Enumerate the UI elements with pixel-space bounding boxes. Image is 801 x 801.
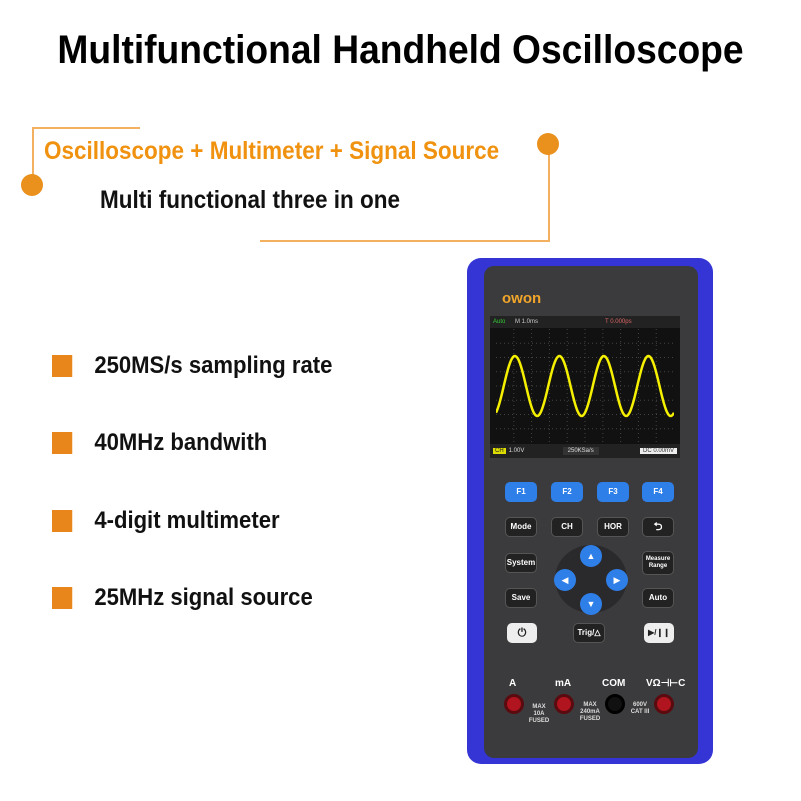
a-warning: MAX 10A FUSED [528, 704, 550, 724]
jack-label-v: VΩ⊣⊢C [646, 678, 686, 689]
sine-waveform [496, 354, 674, 418]
system-button[interactable]: System [505, 553, 537, 573]
run-stop-button[interactable]: ▶/❙❙ [644, 623, 674, 643]
subtitle: Oscilloscope + Multimeter + Signal Sourc… [44, 137, 500, 165]
screen-top-bar: Auto M 1.0ms T 0.000ps [490, 316, 680, 328]
save-button[interactable]: Save [505, 588, 537, 608]
trigger-label: DC 0.00mV [639, 448, 677, 454]
ma-jack[interactable] [554, 694, 574, 714]
waveform-display [496, 329, 674, 443]
right-arrow-button[interactable]: ▶ [606, 569, 628, 591]
f1-button[interactable]: F1 [505, 482, 537, 502]
divider [32, 127, 34, 182]
volts-label: 1.00V [508, 448, 525, 454]
bullet-icon [52, 510, 73, 532]
divider [32, 127, 140, 129]
divider [548, 146, 550, 241]
feature-text: 4-digit multimeter [94, 507, 280, 534]
brand-logo: owon [502, 290, 542, 307]
f4-button[interactable]: F4 [642, 482, 674, 502]
a-jack[interactable] [504, 694, 524, 714]
tagline: Multi functional three in one [100, 186, 400, 214]
feature-item: 250MS/s sampling rate [52, 352, 332, 380]
feature-text: 250MS/s sampling rate [94, 352, 333, 379]
trigger-time-label: T 0.000ps [605, 319, 632, 325]
decor-dot [21, 174, 43, 196]
screen-bottom-bar: CH 1.00V 250KSa/s DC 0.00mV [490, 444, 680, 458]
com-warning: 600V CAT III [630, 702, 650, 715]
hor-button[interactable]: HOR [597, 517, 629, 537]
auto-button[interactable]: Auto [642, 588, 674, 608]
power-button[interactable]: ⏻ [507, 623, 537, 643]
decor-dot [537, 133, 559, 155]
page-title: Multifunctional Handheld Oscilloscope [57, 28, 744, 72]
bullet-icon [52, 587, 73, 609]
divider [260, 240, 550, 242]
mode-label: Auto [493, 319, 506, 325]
v-jack[interactable] [654, 694, 674, 714]
ma-warning: MAX 240mA FUSED [579, 702, 601, 722]
mode-button[interactable]: Mode [505, 517, 537, 537]
measure-range-button[interactable]: Measure Range [642, 551, 674, 575]
channel-badge: CH [493, 448, 506, 454]
feature-text: 25MHz signal source [94, 584, 313, 611]
feature-item: 40MHz bandwith [52, 429, 267, 457]
feature-item: 25MHz signal source [52, 584, 313, 612]
feature-text: 40MHz bandwith [94, 429, 268, 456]
timebase-label: M 1.0ms [515, 319, 539, 325]
f3-button[interactable]: F3 [597, 482, 629, 502]
jack-label-com: COM [602, 678, 626, 689]
bullet-icon [52, 355, 73, 377]
jack-label-ma: mA [555, 678, 572, 689]
jack-label-a: A [509, 678, 517, 689]
left-arrow-button[interactable]: ◀ [554, 569, 576, 591]
down-arrow-button[interactable]: ▼ [580, 593, 602, 615]
com-jack[interactable] [605, 694, 625, 714]
device-screen: Auto M 1.0ms T 0.000ps CH 1.00V 250KSa/s… [490, 316, 680, 458]
bullet-icon [52, 432, 73, 454]
sample-rate-label: 250KSa/s [562, 447, 599, 455]
feature-item: 4-digit multimeter [52, 507, 280, 535]
f2-button[interactable]: F2 [551, 482, 583, 502]
back-button[interactable]: ⮌ [642, 517, 674, 537]
up-arrow-button[interactable]: ▲ [580, 545, 602, 567]
trig-button[interactable]: Trig/△ [573, 623, 605, 643]
ch-button[interactable]: CH [551, 517, 583, 537]
